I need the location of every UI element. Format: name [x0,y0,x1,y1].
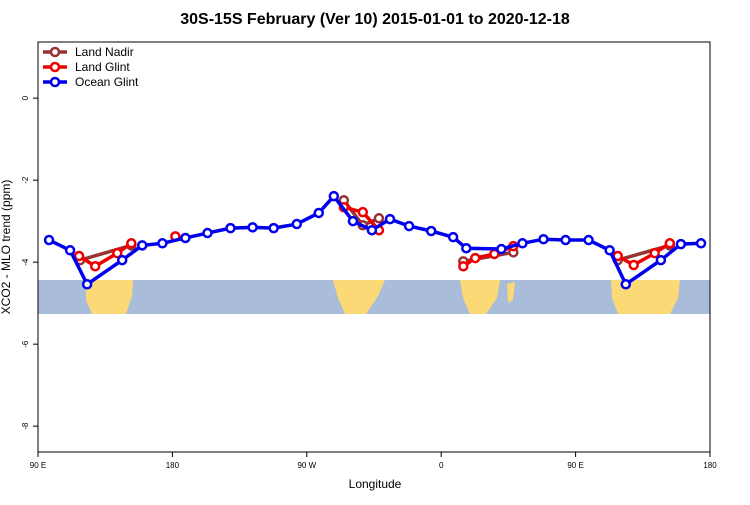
point [655,254,667,266]
point [403,220,415,232]
x-tick-label: 180 [703,461,717,470]
y-tick-label: -4 [21,258,30,266]
legend-marker [49,46,61,58]
point [604,245,615,256]
point [458,261,469,272]
point [347,215,359,227]
point [313,207,324,219]
x-tick-label: 0 [439,461,444,470]
point [373,213,385,224]
y-tick-label: -6 [21,340,30,348]
point [649,247,660,259]
point [560,234,571,246]
plot-frame [37,41,711,453]
point [664,238,676,249]
point [43,234,55,246]
point [112,247,123,259]
point [180,232,191,244]
x-tick-label: 90 E [30,461,46,470]
point [126,238,137,249]
point [517,238,528,249]
point [247,222,258,233]
point [81,279,93,290]
point [157,238,168,249]
point [447,231,459,243]
point [366,224,378,236]
x-axis-label: Longitude [349,477,402,491]
y-tick-label: 0 [21,95,30,100]
point [268,222,279,234]
legend-label: Land Nadir [75,45,134,59]
x-tick-label: 180 [166,461,180,470]
y-tick-label: -2 [21,176,30,184]
point [695,238,707,249]
point [225,222,236,234]
y-tick-label: -8 [21,422,30,430]
legend-marker [49,61,61,73]
point [496,243,507,255]
point [628,259,639,271]
x-tick-label: 90 W [297,461,316,470]
point [583,234,594,246]
point [384,213,396,225]
point [357,206,369,218]
point [620,279,632,290]
series-line [48,193,702,287]
point [136,240,148,251]
point [202,227,213,239]
point [328,190,340,202]
point [675,238,687,250]
y-axis-label: XCO2 - MLO trend (ppm) [0,180,13,315]
legend-marker [49,76,61,88]
legend-label: Land Glint [75,60,130,74]
map-strip [38,280,710,314]
point [469,252,481,264]
point [73,250,85,262]
point [461,242,472,254]
point [425,225,437,237]
chart-title: 30S-15S February (Ver 10) 2015-01-01 to … [180,11,570,28]
point [291,218,303,230]
point [538,233,549,245]
legend-label: Ocean Glint [75,75,139,89]
point [89,261,101,272]
x-tick-label: 90 E [567,461,583,470]
point [64,245,76,256]
point [116,254,128,266]
